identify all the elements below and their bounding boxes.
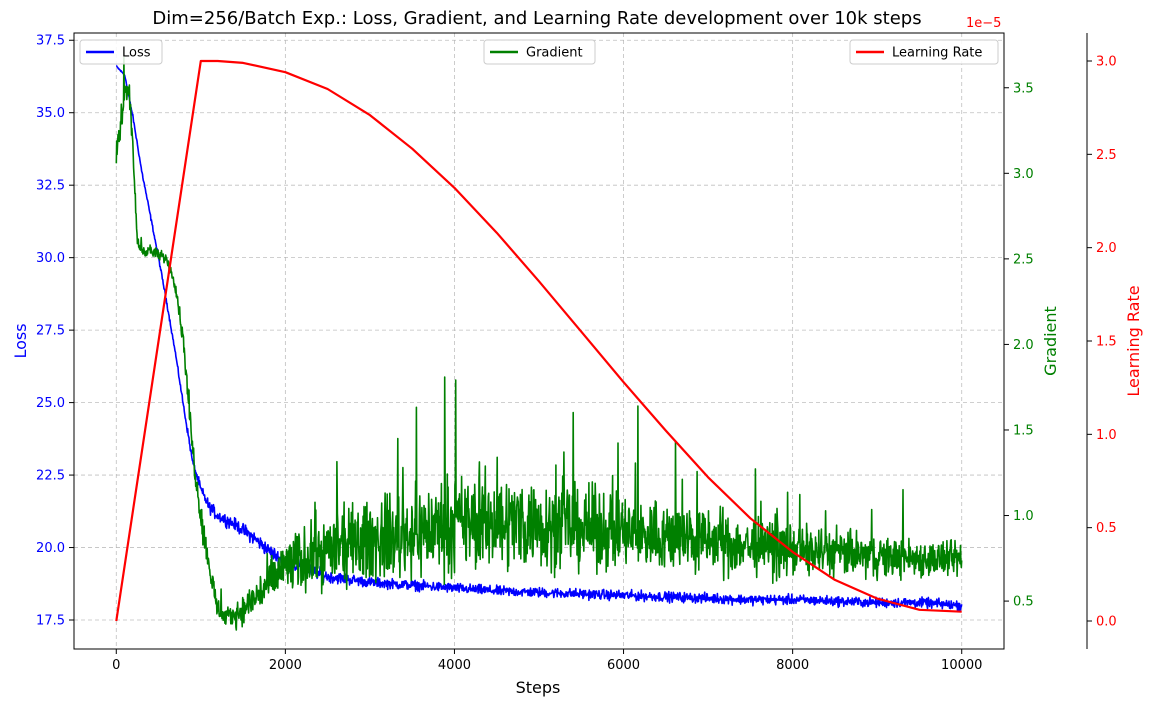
loss-tick-label: 20.0 (36, 541, 65, 556)
loss-axis-label: Loss (11, 323, 30, 358)
legend-label: Loss (122, 46, 151, 61)
legend-box (79, 39, 163, 65)
gradient-tick-label: 2.0 (1013, 338, 1034, 353)
loss-tick-label: 30.0 (36, 251, 65, 266)
loss-tick-label: 25.0 (36, 396, 65, 411)
lr-tick-label: 1.5 (1096, 335, 1117, 350)
legend-box (849, 39, 999, 65)
x-tick-label: 4000 (438, 658, 471, 673)
x-tick-label: 0 (112, 658, 120, 673)
lr-axis-label: Learning Rate (1124, 285, 1143, 396)
loss-tick-label: 35.0 (36, 106, 65, 121)
gradient-tick-label: 1.0 (1013, 509, 1034, 524)
lr-tick-label: 2.0 (1096, 241, 1117, 256)
x-tick-label: 2000 (269, 658, 302, 673)
gradient-tick-label: 0.5 (1013, 595, 1034, 610)
gradient-tick-label: 3.0 (1013, 167, 1034, 182)
series-line-gradient (115, 56, 963, 631)
loss-tick-label: 17.5 (36, 614, 65, 629)
legend-label: Learning Rate (892, 46, 982, 61)
chart-title: Dim=256/Batch Exp.: Loss, Gradient, and … (152, 8, 921, 29)
legend-label: Gradient (526, 46, 583, 61)
loss-tick-label: 27.5 (36, 324, 65, 339)
gradient-axis-label: Gradient (1041, 306, 1060, 376)
x-axis-label: Steps (516, 678, 561, 697)
axes: 0 2000 4000 6000 8000 10000 17.5 20.0 22.5 25.0 27… (11, 16, 1143, 673)
loss-tick-label: 37.5 (36, 34, 65, 49)
lr-tick-label: 0.5 (1096, 521, 1117, 536)
legend-learning-rate: Learning Rate (849, 39, 999, 65)
series-line-learning-rate (115, 59, 962, 622)
gradient-tick-label: 3.5 (1013, 81, 1034, 96)
lr-tick-label: 2.5 (1096, 148, 1117, 163)
legend-loss: Loss (79, 39, 163, 65)
plot-frame (73, 32, 1005, 650)
legend-gradient: Gradient (483, 39, 596, 65)
gradient-tick-label: 2.5 (1013, 252, 1034, 267)
loss-tick-label: 22.5 (36, 469, 65, 484)
lr-tick-label: 1.0 (1096, 428, 1117, 443)
loss-tick-label: 32.5 (36, 179, 65, 194)
lr-tick-label: 0.0 (1096, 615, 1117, 630)
series-line-loss (115, 65, 963, 612)
legends: Loss Gradient Learning Rate (79, 39, 999, 65)
lr-scale-label: 1e−5 (966, 16, 1001, 31)
lr-tick-label: 3.0 (1096, 55, 1117, 70)
x-tick-label: 6000 (607, 658, 640, 673)
gradient-tick-label: 1.5 (1013, 423, 1034, 438)
plot-area (115, 56, 963, 631)
legend-box (483, 39, 596, 65)
x-tick-label: 8000 (776, 658, 809, 673)
x-tick-label: 10000 (941, 658, 982, 673)
